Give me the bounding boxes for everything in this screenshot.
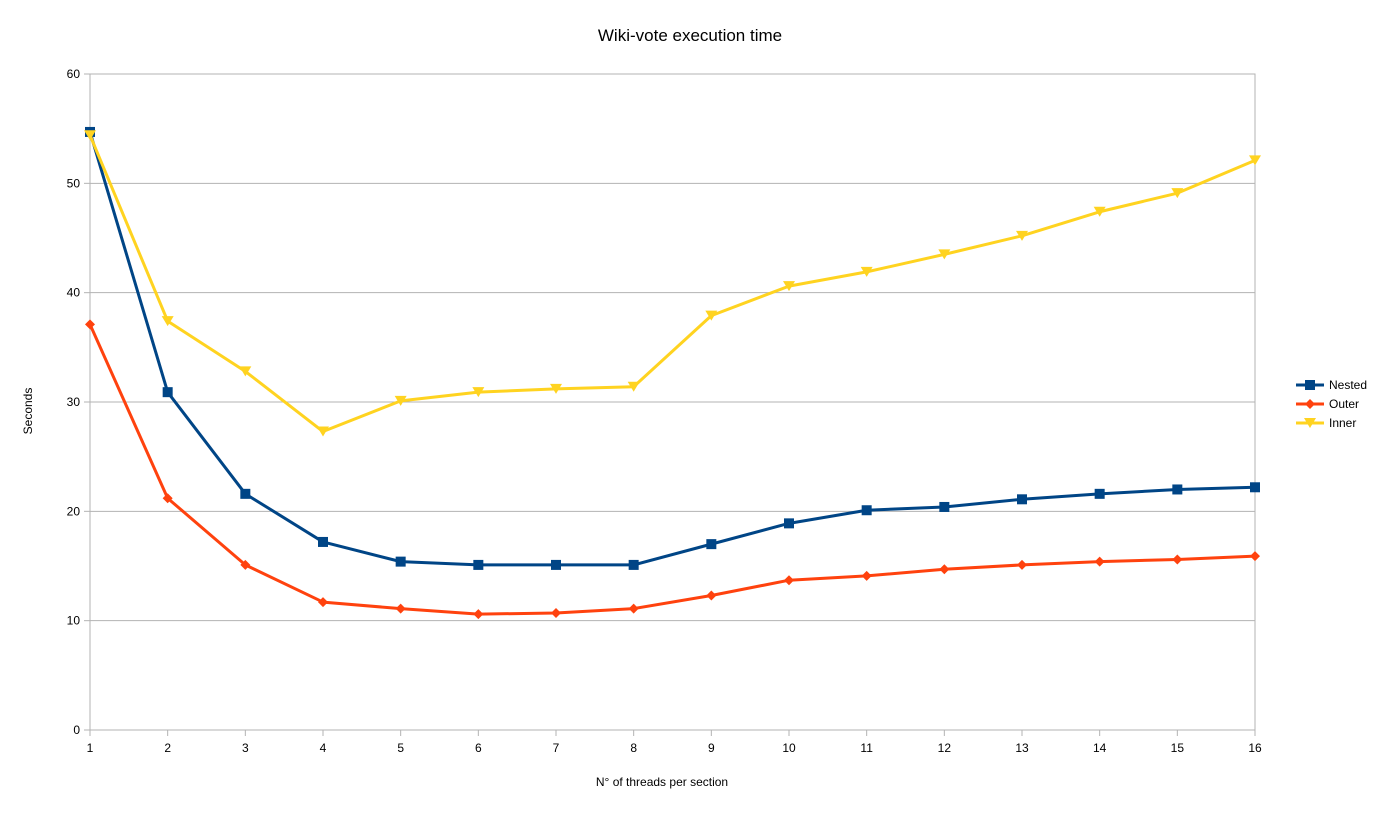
legend-label: Inner <box>1329 416 1356 430</box>
nested-point <box>628 559 639 570</box>
legend-marker <box>1305 380 1315 390</box>
outer-point <box>85 319 95 330</box>
nested-line <box>88 130 1257 567</box>
nested-point <box>784 518 794 529</box>
x-tick-label: 6 <box>475 741 482 755</box>
nested-point <box>551 559 561 570</box>
nested-point <box>240 488 251 499</box>
nested-point <box>1094 488 1105 499</box>
x-tick-label: 8 <box>630 741 637 755</box>
x-tick-label: 9 <box>708 741 715 755</box>
x-tick-label: 10 <box>782 741 796 755</box>
x-tick-label: 11 <box>860 741 873 755</box>
inner-point <box>1249 155 1261 166</box>
legend-item-outer: Outer <box>1296 397 1359 411</box>
nested-point <box>939 501 950 512</box>
x-tick-label: 13 <box>1015 741 1029 755</box>
inner-point <box>938 249 951 260</box>
x-tick-label: 16 <box>1248 741 1262 755</box>
inner-point <box>783 281 795 292</box>
y-tick-label: 10 <box>67 614 81 628</box>
y-tick-label: 60 <box>67 67 81 81</box>
outer-point <box>628 603 639 614</box>
legend-item-inner: Inner <box>1296 416 1356 430</box>
x-tick-label: 2 <box>164 741 171 755</box>
nested-point <box>1172 484 1183 495</box>
inner-point <box>84 130 96 141</box>
series-outer <box>85 319 1260 620</box>
nested-point <box>861 505 872 516</box>
nested-point <box>395 556 406 567</box>
nested-point <box>1250 482 1260 493</box>
outer-point <box>861 570 872 581</box>
inner-line <box>88 133 1257 434</box>
nested-point <box>318 536 328 547</box>
series-nested <box>85 126 1260 570</box>
y-tick-label: 40 <box>67 286 81 300</box>
grid-lines <box>90 73 1255 731</box>
nested-point <box>706 539 717 550</box>
inner-point <box>1171 188 1184 199</box>
series-layer <box>84 126 1261 620</box>
legend-item-nested: Nested <box>1296 378 1367 392</box>
y-tick-label: 50 <box>67 176 81 190</box>
inner-point <box>394 395 407 406</box>
outer-line <box>88 322 1257 616</box>
nested-point <box>1017 494 1027 505</box>
inner-point <box>472 387 485 398</box>
x-tick-label: 5 <box>397 741 404 755</box>
inner-point <box>705 310 718 321</box>
inner-point <box>860 266 873 277</box>
outer-point <box>1250 551 1260 562</box>
outer-point <box>473 609 484 620</box>
outer-point <box>318 597 328 608</box>
nested-point <box>162 387 173 398</box>
outer-point <box>939 564 950 575</box>
legend-label: Nested <box>1329 378 1367 392</box>
x-tick-label: 7 <box>553 741 560 755</box>
chart-title: Wiki-vote execution time <box>598 26 782 45</box>
x-axis-label: N° of threads per section <box>596 775 728 789</box>
inner-point <box>161 316 174 327</box>
x-tick-label: 3 <box>242 741 249 755</box>
inner-point <box>317 426 329 437</box>
nested-point <box>473 559 484 570</box>
outer-point <box>240 559 251 570</box>
inner-point <box>627 381 640 392</box>
outer-point <box>1172 554 1183 565</box>
x-tick-label: 1 <box>87 741 94 755</box>
y-tick-label: 30 <box>67 395 81 409</box>
x-tick-label: 14 <box>1093 741 1107 755</box>
outer-point <box>395 603 406 614</box>
outer-point <box>551 608 561 619</box>
inner-point <box>550 383 562 394</box>
y-axis-label: Seconds <box>21 388 35 435</box>
outer-point <box>1094 556 1105 567</box>
x-tick-label: 15 <box>1171 741 1185 755</box>
inner-point <box>239 366 252 377</box>
legend-marker <box>1304 418 1316 428</box>
outer-point <box>706 590 717 601</box>
x-tick-label: 4 <box>320 741 327 755</box>
outer-point <box>784 575 794 586</box>
legend-label: Outer <box>1329 397 1359 411</box>
series-inner <box>84 130 1261 437</box>
legend-marker <box>1305 399 1315 409</box>
inner-point <box>1016 230 1028 241</box>
inner-point <box>1093 206 1106 217</box>
outer-point <box>1017 559 1027 570</box>
y-tick-label: 0 <box>73 723 80 737</box>
outer-point <box>162 493 173 504</box>
legend: Nested Outer Inner <box>1296 378 1367 430</box>
x-tick-label: 12 <box>938 741 952 755</box>
y-tick-label: 20 <box>67 504 81 518</box>
